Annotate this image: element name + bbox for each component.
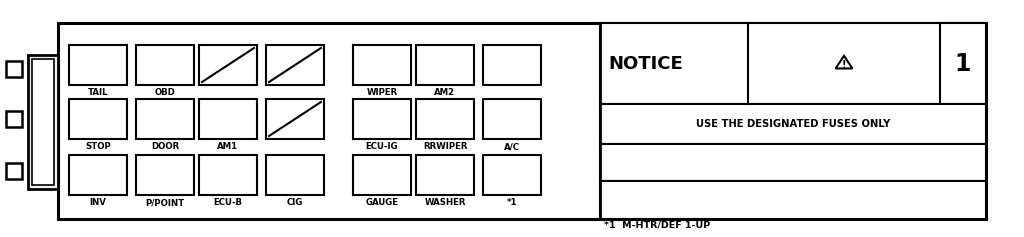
Bar (353, 155, 411, 195)
Text: USE THE DESIGNATED FUSES ONLY: USE THE DESIGNATED FUSES ONLY (696, 119, 890, 129)
Bar (416, 155, 474, 195)
Text: TAIL: TAIL (88, 88, 109, 97)
Bar (600, 104, 986, 144)
Text: *1  M-HTR/DEF 1-UP: *1 M-HTR/DEF 1-UP (604, 221, 711, 230)
Text: ECU-B: ECU-B (213, 198, 243, 207)
Text: !: ! (842, 60, 846, 70)
Bar (69, 45, 127, 85)
Bar (353, 45, 411, 85)
Bar (266, 99, 324, 139)
Bar (136, 45, 194, 85)
Bar (940, 23, 986, 104)
Bar (600, 23, 986, 104)
Bar (6, 61, 22, 77)
Text: A/C: A/C (504, 142, 520, 151)
Bar (483, 155, 541, 195)
Text: ECU-IG: ECU-IG (366, 142, 398, 151)
Text: WASHER: WASHER (424, 198, 466, 207)
Bar (199, 45, 257, 85)
Bar (6, 111, 22, 127)
Text: AM1: AM1 (217, 142, 239, 151)
Text: RRWIPER: RRWIPER (423, 142, 467, 151)
Bar (32, 59, 54, 185)
Bar (600, 144, 986, 181)
Bar (416, 45, 474, 85)
Text: 1: 1 (954, 52, 971, 76)
Bar (600, 181, 986, 219)
Text: OBD: OBD (155, 88, 175, 97)
Bar (6, 163, 22, 179)
Bar (266, 45, 324, 85)
Bar (416, 99, 474, 139)
Bar (69, 155, 127, 195)
Bar (136, 155, 194, 195)
Text: INV: INV (89, 198, 106, 207)
Text: P/POINT: P/POINT (145, 198, 184, 207)
Bar (353, 99, 411, 139)
Bar (483, 45, 541, 85)
Bar (58, 23, 986, 219)
Text: NOTICE: NOTICE (608, 55, 683, 73)
Text: GAUGE: GAUGE (366, 198, 398, 207)
Text: AM2: AM2 (434, 88, 456, 97)
Bar (136, 99, 194, 139)
Text: CIG: CIG (287, 198, 303, 207)
Text: *1: *1 (507, 198, 517, 207)
Bar (266, 155, 324, 195)
Text: STOP: STOP (85, 142, 111, 151)
Bar (199, 155, 257, 195)
Text: DOOR: DOOR (151, 142, 179, 151)
Bar (199, 99, 257, 139)
Bar (28, 55, 58, 189)
Bar (483, 99, 541, 139)
Bar (69, 99, 127, 139)
Text: WIPER: WIPER (367, 88, 397, 97)
